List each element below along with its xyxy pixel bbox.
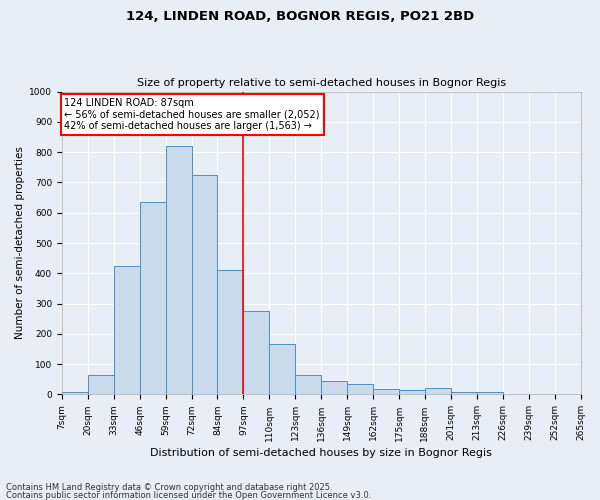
Bar [347, 384, 373, 394]
Bar [244, 311, 269, 394]
Bar [373, 390, 399, 394]
Bar [140, 202, 166, 394]
Bar [399, 390, 425, 394]
Bar [217, 270, 244, 394]
Text: Contains HM Land Registry data © Crown copyright and database right 2025.: Contains HM Land Registry data © Crown c… [6, 484, 332, 492]
Title: Size of property relative to semi-detached houses in Bognor Regis: Size of property relative to semi-detach… [137, 78, 506, 88]
Bar [114, 266, 140, 394]
Y-axis label: Number of semi-detached properties: Number of semi-detached properties [15, 146, 25, 340]
Bar [62, 392, 88, 394]
Bar [477, 392, 503, 394]
X-axis label: Distribution of semi-detached houses by size in Bognor Regis: Distribution of semi-detached houses by … [150, 448, 492, 458]
Text: 124, LINDEN ROAD, BOGNOR REGIS, PO21 2BD: 124, LINDEN ROAD, BOGNOR REGIS, PO21 2BD [126, 10, 474, 23]
Bar [295, 375, 321, 394]
Bar [166, 146, 191, 394]
Text: 124 LINDEN ROAD: 87sqm
← 56% of semi-detached houses are smaller (2,052)
42% of : 124 LINDEN ROAD: 87sqm ← 56% of semi-det… [64, 98, 320, 131]
Bar [321, 382, 347, 394]
Bar [88, 375, 114, 394]
Text: Contains public sector information licensed under the Open Government Licence v3: Contains public sector information licen… [6, 490, 371, 500]
Bar [269, 344, 295, 394]
Bar [451, 392, 477, 394]
Bar [191, 175, 217, 394]
Bar [425, 388, 451, 394]
